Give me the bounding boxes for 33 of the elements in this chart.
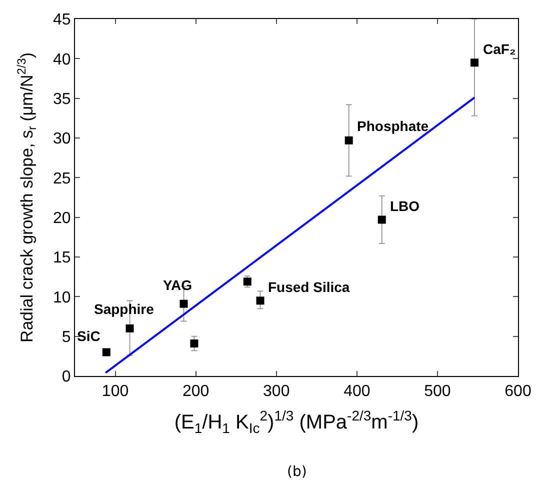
- point: [344, 136, 353, 144]
- y-tick-label: 30: [53, 130, 71, 148]
- annotation: Fused Silica: [268, 279, 350, 295]
- text: (E$_{1}$/H$_{1}$ K$_{Ic}$$^{2}$)$^{1/3}$ (MPa$^{-2/3}$m$^{-1/3}$): [174, 407, 419, 436]
- y-tick-label: 20: [53, 210, 71, 227]
- y-tick-label: 35: [53, 90, 71, 108]
- point: [102, 348, 110, 356]
- point: [180, 300, 188, 308]
- text: (b): [287, 464, 307, 480]
- annotation: Sapphire: [94, 301, 154, 317]
- y-tick-label: 0: [62, 368, 71, 386]
- annotation: Phosphate: [357, 118, 429, 134]
- annotation: LBO: [390, 198, 420, 214]
- point: [470, 58, 479, 67]
- y-tick-label: 45: [53, 12, 71, 29]
- x-tick-label: 400: [344, 383, 370, 400]
- annotation: CaF₂: [483, 41, 516, 57]
- annotation: SiC: [77, 328, 100, 344]
- x-tick-label: 600: [504, 383, 532, 400]
- y-tick-label: 10: [53, 289, 71, 306]
- point: [190, 339, 198, 348]
- y-tick-label: 25: [53, 170, 71, 188]
- y-tick-label: 40: [53, 51, 71, 68]
- x-tick-label: 200: [182, 383, 210, 400]
- point: [378, 216, 386, 224]
- point: [126, 324, 134, 332]
- y-tick-label: 5: [62, 328, 71, 346]
- x-tick-label: 100: [102, 383, 129, 400]
- y-tick-label: 15: [53, 250, 71, 267]
- x-tick-label: 300: [263, 383, 290, 400]
- x-tick-label: 500: [424, 383, 451, 400]
- annotation: YAG: [163, 277, 192, 293]
- point: [256, 296, 264, 305]
